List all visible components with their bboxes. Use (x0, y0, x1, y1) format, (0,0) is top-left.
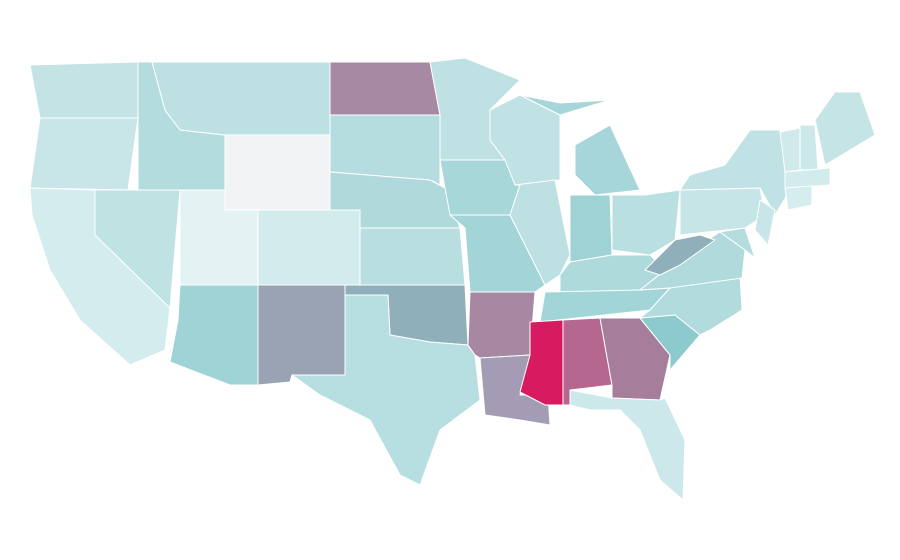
state (574, 124, 641, 196)
state (699, 227, 756, 259)
state (799, 124, 819, 171)
state (467, 291, 536, 359)
state (784, 167, 831, 189)
state (151, 61, 331, 136)
state (644, 234, 716, 276)
state (679, 129, 791, 216)
state (291, 294, 481, 486)
state (169, 284, 259, 386)
state (29, 61, 139, 119)
state (784, 185, 813, 211)
state (329, 61, 441, 116)
state (224, 134, 331, 211)
state (359, 227, 466, 286)
state (257, 284, 346, 386)
state (257, 209, 361, 286)
state (569, 389, 686, 501)
state (519, 94, 611, 116)
state (754, 199, 776, 246)
state (814, 91, 876, 166)
state (509, 179, 571, 286)
state (679, 187, 766, 236)
state (569, 194, 613, 263)
state (29, 117, 139, 191)
